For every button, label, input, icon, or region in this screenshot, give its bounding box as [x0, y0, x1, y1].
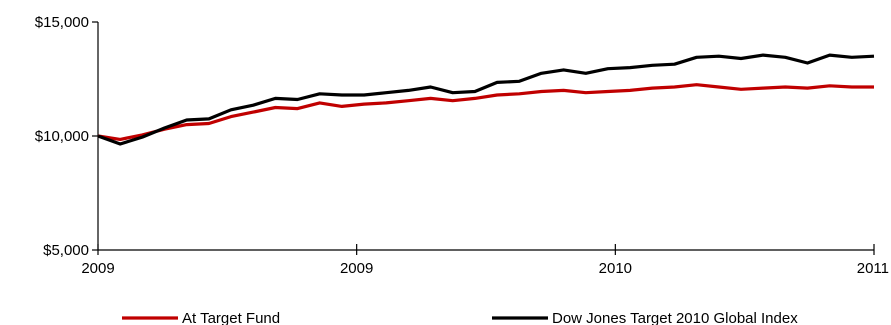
series-line-fund [97, 83, 874, 141]
legend-label: At Target Fund [182, 310, 280, 325]
x-tick-label: 2009 [340, 260, 373, 277]
x-tick-label: 2010 [599, 260, 632, 277]
series-line-index [97, 53, 875, 146]
legend-label: Dow Jones Target 2010 Global Index [552, 310, 798, 325]
y-tick-label: $5,000 [43, 242, 89, 259]
x-tick-label: 2009 [81, 260, 114, 277]
y-axis-ticks: $15,000 $10,000 $5,000 [35, 14, 98, 259]
x-tick-label: 2011 [857, 260, 889, 277]
series-lines [97, 53, 875, 146]
y-tick-label: $10,000 [35, 128, 89, 145]
legend: At Target Fund Dow Jones Target 2010 Glob… [122, 310, 798, 325]
y-tick-label: $15,000 [35, 14, 89, 31]
x-axis-ticks: 2009 2009 2010 2011 [81, 244, 889, 277]
